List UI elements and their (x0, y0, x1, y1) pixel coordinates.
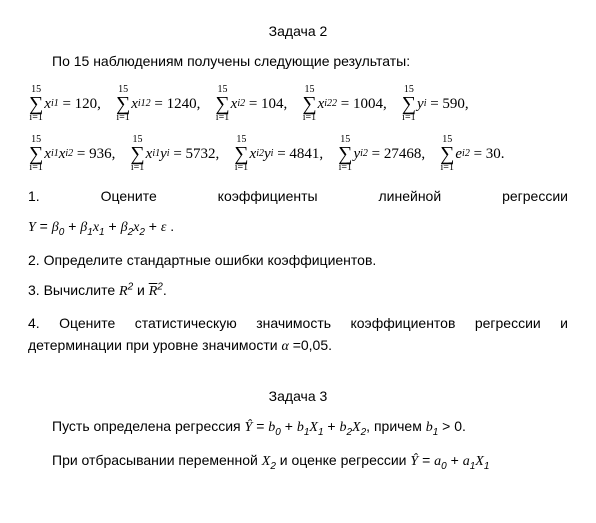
q1-w3: линейной (379, 185, 442, 207)
sum-term: 15∑i=1 xi12 = 1240, (115, 85, 200, 123)
task3-line1: Пусть определена регрессия Ŷ = b0 + b1X1… (28, 415, 568, 441)
sum-term: 15∑i=1 yi2 = 27468, (337, 135, 425, 173)
q2-line: 2. Определите стандартные ошибки коэффиц… (28, 249, 568, 271)
t3-l1-mid: , причем (366, 418, 426, 434)
q1-w1: Оцените (101, 185, 157, 207)
q1-line: 1. Оцените коэффициенты линейной регресс… (28, 185, 568, 207)
sum-term: 15∑i=1 xi2 = 104, (214, 85, 287, 123)
regression-model: Y = β0 + β1x1 + β2x2 + ε . (28, 215, 568, 241)
task3-title: Задача 3 (28, 385, 568, 407)
sums-row-1: 15∑i=1 xi1 = 120, 15∑i=1 xi12 = 1240, 15… (28, 85, 568, 123)
sum-term: 15∑i=1 xi1xi2 = 936, (28, 135, 115, 173)
t3-l2-pre: При отбрасывании переменной (52, 452, 262, 468)
q1-w2: коэффициенты (218, 185, 318, 207)
sum-term: 15∑i=1 xi2yi = 4841, (233, 135, 323, 173)
q1-num: 1. (28, 185, 40, 207)
task2-title: Задача 2 (28, 20, 568, 42)
sums-row-2: 15∑i=1 xi1xi2 = 936, 15∑i=1 xi1yi = 5732… (28, 135, 568, 173)
q4-line: 4. Оцените статистическую значимость коэ… (28, 312, 568, 359)
sum-term: 15∑i=1 xi1yi = 5732, (129, 135, 219, 173)
sum-term: 15∑i=1 xi1 = 120, (28, 85, 101, 123)
q3-and: и (137, 282, 149, 298)
sum-term: 15∑i=1 yi = 590, (401, 85, 469, 123)
t3-l1-pre: Пусть определена регрессия (52, 418, 245, 434)
q3-pre: 3. Вычислите (28, 282, 119, 298)
task2-intro: По 15 наблюдениям получены следующие рез… (28, 50, 568, 72)
q3-line: 3. Вычислите R2 и R2. (28, 279, 568, 303)
q1-w4: регрессии (502, 185, 568, 207)
sum-term: 15∑i=1 xi22 = 1004, (301, 85, 386, 123)
sum-term: 15∑i=1 ei2 = 30. (439, 135, 504, 173)
task3-line2: При отбрасывании переменной X2 и оценке … (28, 449, 568, 475)
t3-l2-mid: и оценке регрессии (280, 452, 411, 468)
